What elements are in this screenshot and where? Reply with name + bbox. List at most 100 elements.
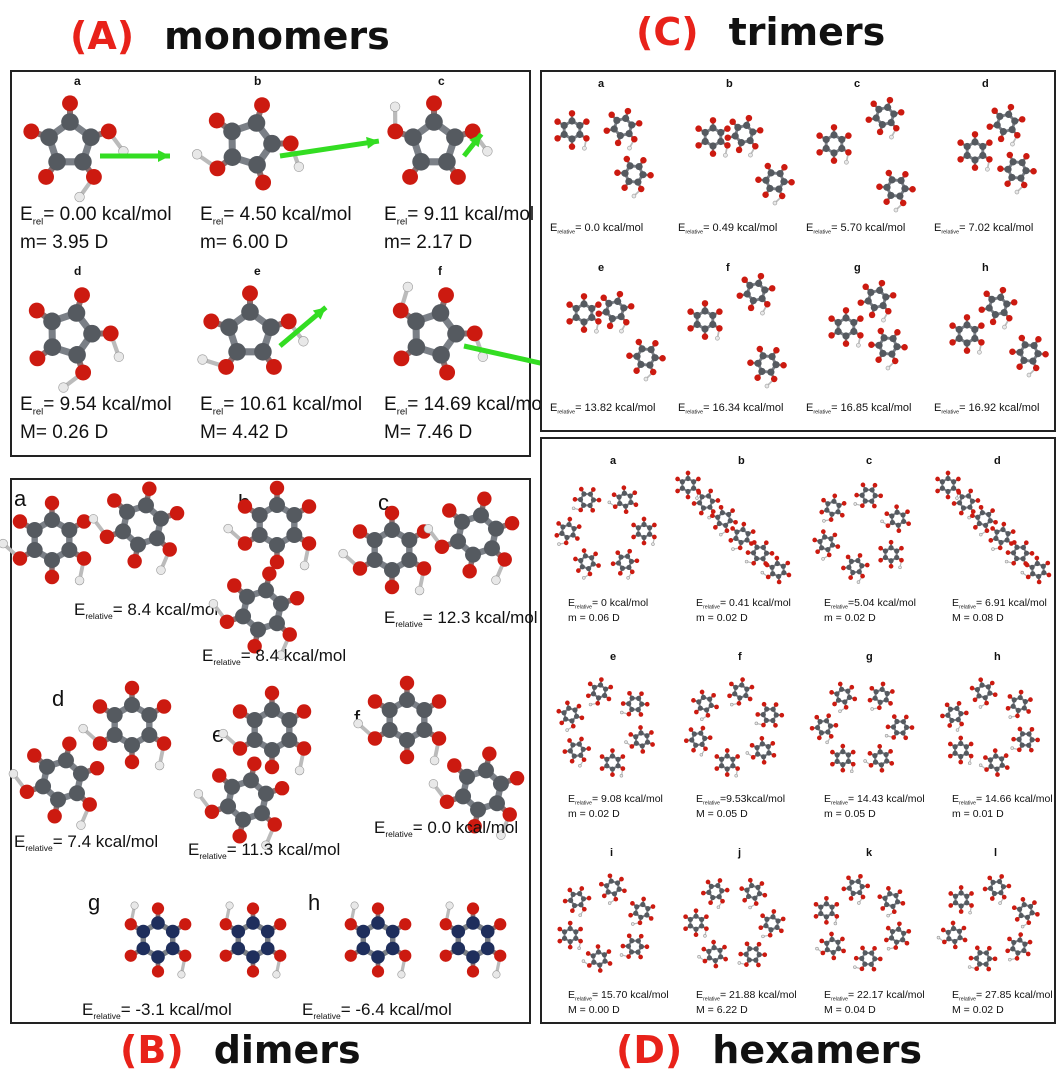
molecule [1011, 897, 1040, 929]
oxygen-atom [301, 499, 317, 514]
oxygen-atom [701, 300, 709, 307]
energy-symbol: E [82, 1000, 94, 1019]
oxygen-atom [875, 356, 882, 363]
carbon-atom [618, 554, 624, 560]
carbon-atom [115, 523, 132, 540]
structure-letter: i [610, 847, 614, 859]
oxygen-atom [631, 522, 636, 528]
oxygen-atom [720, 898, 725, 904]
carbon-atom [57, 752, 74, 769]
carbon-atom [470, 801, 487, 818]
energy-subscript: relative [703, 604, 720, 611]
carbon-atom [679, 479, 685, 485]
oxygen-atom [724, 125, 731, 132]
oxygen-atom [1003, 753, 1009, 758]
carbon-atom [887, 891, 893, 897]
carbon-atom [634, 178, 642, 186]
carbon-atom [1021, 947, 1027, 954]
structure-cell [670, 270, 798, 400]
oxygen-atom [585, 951, 591, 956]
carbon-atom [254, 342, 272, 361]
carbon-atom [763, 550, 770, 556]
molecule [338, 505, 432, 596]
oxygen-atom [156, 699, 172, 714]
carbon-atom [998, 890, 1004, 896]
oxygen-atom [879, 767, 885, 773]
oxygen-atom [978, 505, 984, 510]
carbon-atom [1000, 526, 1006, 533]
oxygen-atom [598, 881, 604, 887]
carbon-atom [969, 498, 976, 504]
energy-value: = -3.1 kcal/mol [120, 1000, 232, 1019]
carbon-atom [737, 695, 743, 701]
carbon-atom [635, 525, 641, 531]
carbon-atom [840, 749, 846, 755]
carbon-atom [561, 710, 567, 716]
oxygen-atom [142, 481, 157, 496]
carbon-atom [697, 705, 703, 711]
carbon-atom [1026, 742, 1032, 748]
structure-letter: c [854, 78, 861, 90]
carbon-atom [737, 138, 745, 147]
oxygen-atom [581, 757, 587, 763]
energy-value: = 27.85 kcal/mol [975, 989, 1053, 1001]
hydrogen-atom [884, 734, 889, 738]
molecule [880, 504, 912, 534]
carbon-atom [900, 719, 907, 725]
oxygen-atom [1005, 550, 1011, 555]
energy-label: Erelative=9.53kcal/mol [696, 793, 785, 806]
oxygen-atom [698, 510, 704, 516]
oxygen-atom [714, 704, 719, 710]
molecule [571, 486, 602, 513]
oxygen-atom [984, 767, 989, 772]
hydrogen-atom [76, 820, 86, 830]
carbon-atom [1022, 167, 1030, 175]
carbon-atom [846, 885, 852, 891]
carbon-atom [746, 893, 752, 900]
hydrogen-atom [1010, 141, 1015, 147]
carbon-atom [889, 334, 897, 343]
carbon-atom [1018, 912, 1024, 919]
oxygen-atom [730, 508, 735, 513]
carbon-atom [764, 916, 770, 922]
oxygen-atom [62, 95, 78, 112]
molecule [554, 110, 590, 151]
oxygen-atom [301, 536, 317, 551]
oxygen-atom [730, 526, 735, 531]
carbon-atom [588, 313, 596, 322]
molecule [219, 901, 287, 979]
oxygen-atom [830, 124, 838, 131]
hydrogen-atom [825, 740, 829, 745]
energy-symbol: E [806, 222, 814, 234]
oxygen-atom [466, 902, 480, 915]
oxygen-atom [399, 949, 412, 962]
carbon-atom [578, 752, 584, 758]
energy-subscript: relative [941, 409, 960, 416]
oxygen-atom [877, 327, 885, 335]
molecule [556, 700, 585, 732]
oxygen-atom [756, 962, 761, 968]
oxygen-atom [829, 931, 834, 937]
hydrogen-atom [754, 721, 759, 726]
oxygen-atom [611, 492, 617, 498]
oxygen-atom [151, 902, 165, 915]
oxygen-atom [986, 156, 993, 163]
carbon-atom [753, 555, 760, 562]
oxygen-atom [1032, 900, 1037, 905]
structure-cell [376, 72, 536, 252]
oxygen-atom [627, 303, 635, 310]
carbon-atom [371, 916, 385, 930]
molecule [193, 756, 290, 850]
carbon-atom [703, 707, 710, 713]
molecule [554, 516, 582, 546]
hydrogen-atom [643, 376, 649, 382]
molecule-drawing [936, 874, 1040, 972]
carbon-atom [849, 879, 855, 885]
oxygen-atom [615, 550, 621, 556]
oxygen-atom [858, 873, 863, 879]
dipole-moment: m= 2.17 D [384, 232, 473, 253]
hydrogen-atom [815, 946, 819, 951]
oxygen-atom [631, 534, 636, 540]
oxygen-atom [242, 285, 258, 302]
carbon-atom [1005, 531, 1011, 537]
